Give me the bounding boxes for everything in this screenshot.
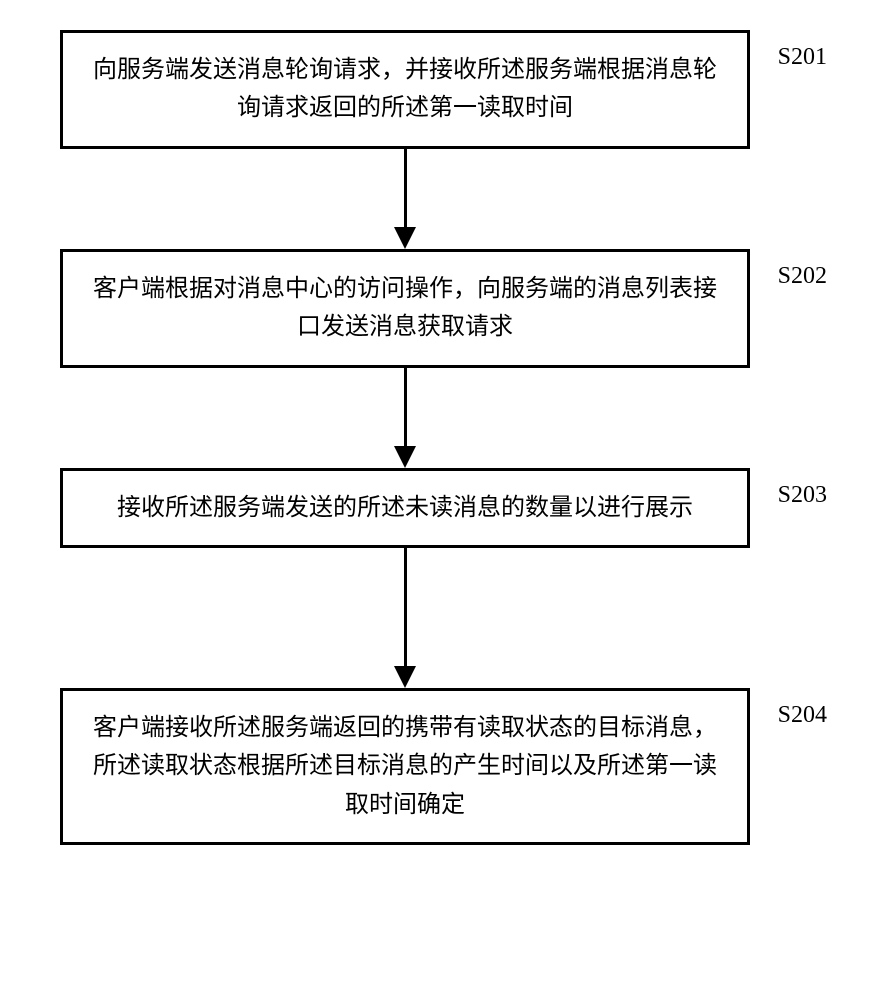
flow-step-1-text: 向服务端发送消息轮询请求，并接收所述服务端根据消息轮询请求返回的所述第一读取时间	[93, 57, 717, 121]
flow-step-3-label: S203	[778, 476, 827, 514]
arrow-3-line	[404, 548, 407, 666]
flow-step-3-text: 接收所述服务端发送的所述未读消息的数量以进行展示	[117, 495, 693, 521]
arrow-2-head	[394, 446, 416, 468]
flow-step-1: 向服务端发送消息轮询请求，并接收所述服务端根据消息轮询请求返回的所述第一读取时间…	[60, 30, 750, 149]
arrow-1-head	[394, 227, 416, 249]
arrow-3	[60, 548, 750, 688]
arrow-1-line	[404, 149, 407, 227]
flow-step-3: 接收所述服务端发送的所述未读消息的数量以进行展示 S203	[60, 468, 750, 548]
arrow-1	[60, 149, 750, 249]
flowchart-container: 向服务端发送消息轮询请求，并接收所述服务端根据消息轮询请求返回的所述第一读取时间…	[60, 30, 830, 845]
flow-step-4-label: S204	[778, 696, 827, 734]
flow-step-2-label: S202	[778, 257, 827, 295]
flow-step-2-text: 客户端根据对消息中心的访问操作，向服务端的消息列表接口发送消息获取请求	[93, 276, 717, 340]
flow-step-1-label: S201	[778, 38, 827, 76]
flow-step-4-text: 客户端接收所述服务端返回的携带有读取状态的目标消息，所述读取状态根据所述目标消息…	[93, 715, 717, 818]
flow-step-2: 客户端根据对消息中心的访问操作，向服务端的消息列表接口发送消息获取请求 S202	[60, 249, 750, 368]
arrow-2	[60, 368, 750, 468]
flow-step-4: 客户端接收所述服务端返回的携带有读取状态的目标消息，所述读取状态根据所述目标消息…	[60, 688, 750, 845]
arrow-2-line	[404, 368, 407, 446]
arrow-3-head	[394, 666, 416, 688]
